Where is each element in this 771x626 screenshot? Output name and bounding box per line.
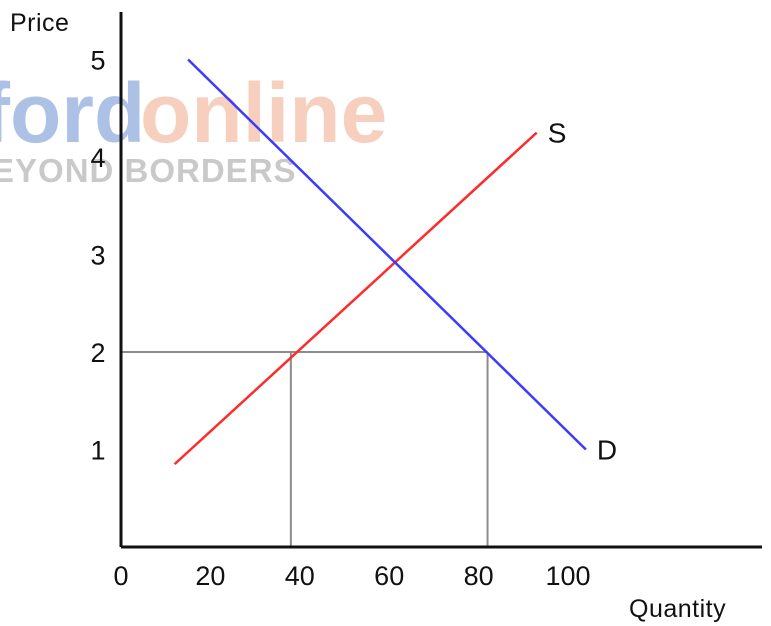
y-axis-label: Price	[10, 9, 69, 37]
x-tick-label: 60	[374, 561, 404, 591]
y-tick-label: 5	[90, 46, 105, 76]
y-tick-label: 3	[90, 241, 105, 271]
curve-labels: SD	[548, 118, 617, 466]
x-tick-label: 80	[464, 561, 494, 591]
x-tick-label: 0	[113, 561, 128, 591]
x-tick-label: 40	[285, 561, 315, 591]
x-tick-label: 20	[195, 561, 225, 591]
x-tick-labels: 0 20 40 60 80 100	[113, 561, 590, 591]
x-tick-label: 100	[545, 561, 590, 591]
watermark-text-left: ford	[0, 66, 145, 160]
series-lines	[173, 58, 587, 466]
y-tick-label: 2	[90, 338, 105, 368]
series-line-d	[187, 58, 587, 451]
watermark-subtext: EYOND BORDERS	[0, 152, 297, 189]
curve-label-s: S	[548, 118, 567, 149]
curve-label-d: D	[597, 435, 617, 466]
y-tick-label: 1	[90, 436, 105, 466]
watermark: ford online EYOND BORDERS	[0, 66, 387, 189]
y-tick-label: 4	[90, 143, 105, 173]
reference-lines	[121, 351, 489, 547]
x-axis-label: Quantity	[629, 595, 726, 623]
series-line-s	[173, 131, 538, 466]
y-tick-labels: 1 2 3 4 5	[90, 46, 105, 466]
watermark-text-right: online	[140, 66, 387, 160]
